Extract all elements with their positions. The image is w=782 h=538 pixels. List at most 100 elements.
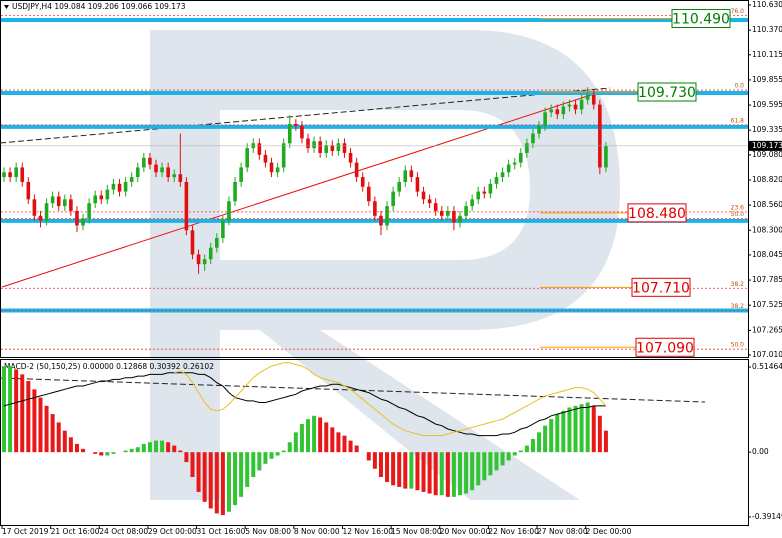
candle-body bbox=[20, 167, 25, 182]
candle-body bbox=[117, 183, 122, 192]
histogram-bar bbox=[543, 425, 548, 453]
histogram-bar bbox=[226, 452, 231, 512]
last-price-box bbox=[748, 140, 782, 151]
level-label: 109.730 bbox=[638, 85, 696, 101]
histogram-bar bbox=[220, 452, 225, 516]
histogram-bar bbox=[147, 442, 152, 453]
candle-body bbox=[105, 189, 110, 200]
x-tick-label: 2 Dec 00:00 bbox=[586, 527, 632, 536]
candle-body bbox=[427, 199, 432, 204]
candle-body bbox=[397, 181, 401, 192]
macd-title: MACD-2 (50,150,25) 0.00000 0.12868 0.303… bbox=[4, 362, 214, 371]
histogram-bar bbox=[81, 448, 86, 453]
candle-body bbox=[227, 201, 231, 221]
candle-body bbox=[482, 191, 487, 194]
candle-body bbox=[172, 174, 177, 178]
candle-body bbox=[123, 181, 128, 192]
y-tick-label: 108.560 bbox=[752, 200, 782, 209]
histogram-bar bbox=[464, 452, 469, 494]
candle-body bbox=[160, 167, 164, 173]
level-box bbox=[671, 9, 731, 29]
y-tick-label: 110.370 bbox=[752, 25, 782, 34]
histogram-bar bbox=[32, 389, 37, 453]
candle-body bbox=[63, 199, 67, 207]
candle-body bbox=[531, 133, 535, 144]
candle-body bbox=[148, 157, 152, 165]
histogram-bar bbox=[263, 452, 268, 464]
candle-body bbox=[208, 247, 213, 260]
watermark bbox=[150, 30, 620, 500]
histogram-bar bbox=[494, 452, 499, 471]
histogram-bar bbox=[257, 452, 262, 471]
x-tick-label: 21 Oct 16:00 bbox=[51, 527, 100, 536]
histogram-bar bbox=[287, 442, 292, 453]
histogram-bar bbox=[251, 452, 256, 478]
candle-body bbox=[111, 183, 116, 190]
x-tick-label: 22 Nov 16:00 bbox=[488, 527, 539, 536]
candle-body bbox=[233, 181, 237, 202]
candle-body bbox=[579, 99, 584, 110]
histogram-bar bbox=[476, 452, 481, 486]
candle-body bbox=[324, 145, 329, 153]
histogram-bar bbox=[488, 452, 493, 476]
histogram-bar bbox=[470, 452, 475, 491]
y-tick-label: 109.855 bbox=[752, 75, 782, 84]
histogram-bar bbox=[524, 445, 529, 453]
candle-body bbox=[573, 104, 578, 110]
histogram-bar bbox=[391, 452, 396, 486]
candle-body bbox=[354, 162, 359, 178]
candle-body bbox=[537, 125, 541, 134]
histogram-bar bbox=[318, 417, 323, 453]
y-tick-label: 109.595 bbox=[752, 100, 782, 109]
candle-body bbox=[2, 172, 6, 178]
x-tick-label: 27 Nov 08:00 bbox=[537, 527, 588, 536]
x-tick-label: 5 Nov 08:00 bbox=[245, 527, 291, 536]
candle-body bbox=[294, 123, 298, 126]
candle-body bbox=[26, 181, 31, 200]
histogram-bar bbox=[44, 405, 49, 453]
level-label: 107.710 bbox=[632, 280, 690, 296]
candle-body bbox=[519, 152, 523, 163]
candle-body bbox=[38, 215, 43, 221]
candle-body bbox=[433, 203, 438, 211]
histogram-bar bbox=[445, 452, 450, 497]
candle-body bbox=[81, 218, 85, 226]
watermark-stem bbox=[150, 30, 220, 500]
candle-body bbox=[14, 167, 18, 178]
histogram-bar bbox=[409, 452, 414, 489]
histogram-bar bbox=[299, 424, 304, 453]
price-pane-border bbox=[0, 0, 749, 358]
candle-body bbox=[312, 141, 316, 149]
histogram-bar bbox=[530, 438, 535, 453]
candle-body bbox=[543, 112, 547, 126]
candle-body bbox=[178, 174, 183, 182]
histogram-bar bbox=[208, 452, 213, 509]
histogram-bar bbox=[38, 397, 43, 453]
candle-body bbox=[281, 143, 286, 168]
candle-body bbox=[598, 104, 602, 168]
candle-body bbox=[257, 143, 262, 155]
histogram-bar bbox=[378, 452, 383, 478]
histogram-bar bbox=[537, 432, 542, 453]
x-tick-label: 8 Nov 00:00 bbox=[294, 527, 340, 536]
histogram-bar bbox=[512, 452, 517, 456]
x-tick-label: 20 Nov 00:00 bbox=[440, 527, 491, 536]
candle-body bbox=[129, 177, 134, 182]
candle-body bbox=[135, 167, 140, 178]
candle-body bbox=[512, 162, 517, 165]
candle-body bbox=[99, 195, 104, 200]
candle-body bbox=[190, 230, 195, 255]
candle-body bbox=[379, 215, 383, 226]
y-tick-label: 108.820 bbox=[752, 175, 782, 184]
histogram-bar bbox=[312, 415, 317, 453]
candle-body bbox=[500, 172, 505, 178]
candle-body bbox=[300, 125, 304, 139]
x-tick-label: 17 Oct 2019 bbox=[2, 527, 49, 536]
histogram-bar bbox=[427, 452, 432, 494]
candle-body bbox=[452, 210, 456, 223]
candle-body bbox=[215, 238, 219, 248]
histogram-bar bbox=[74, 443, 79, 453]
candle-body bbox=[604, 146, 608, 168]
watermark-bowl bbox=[220, 30, 620, 500]
